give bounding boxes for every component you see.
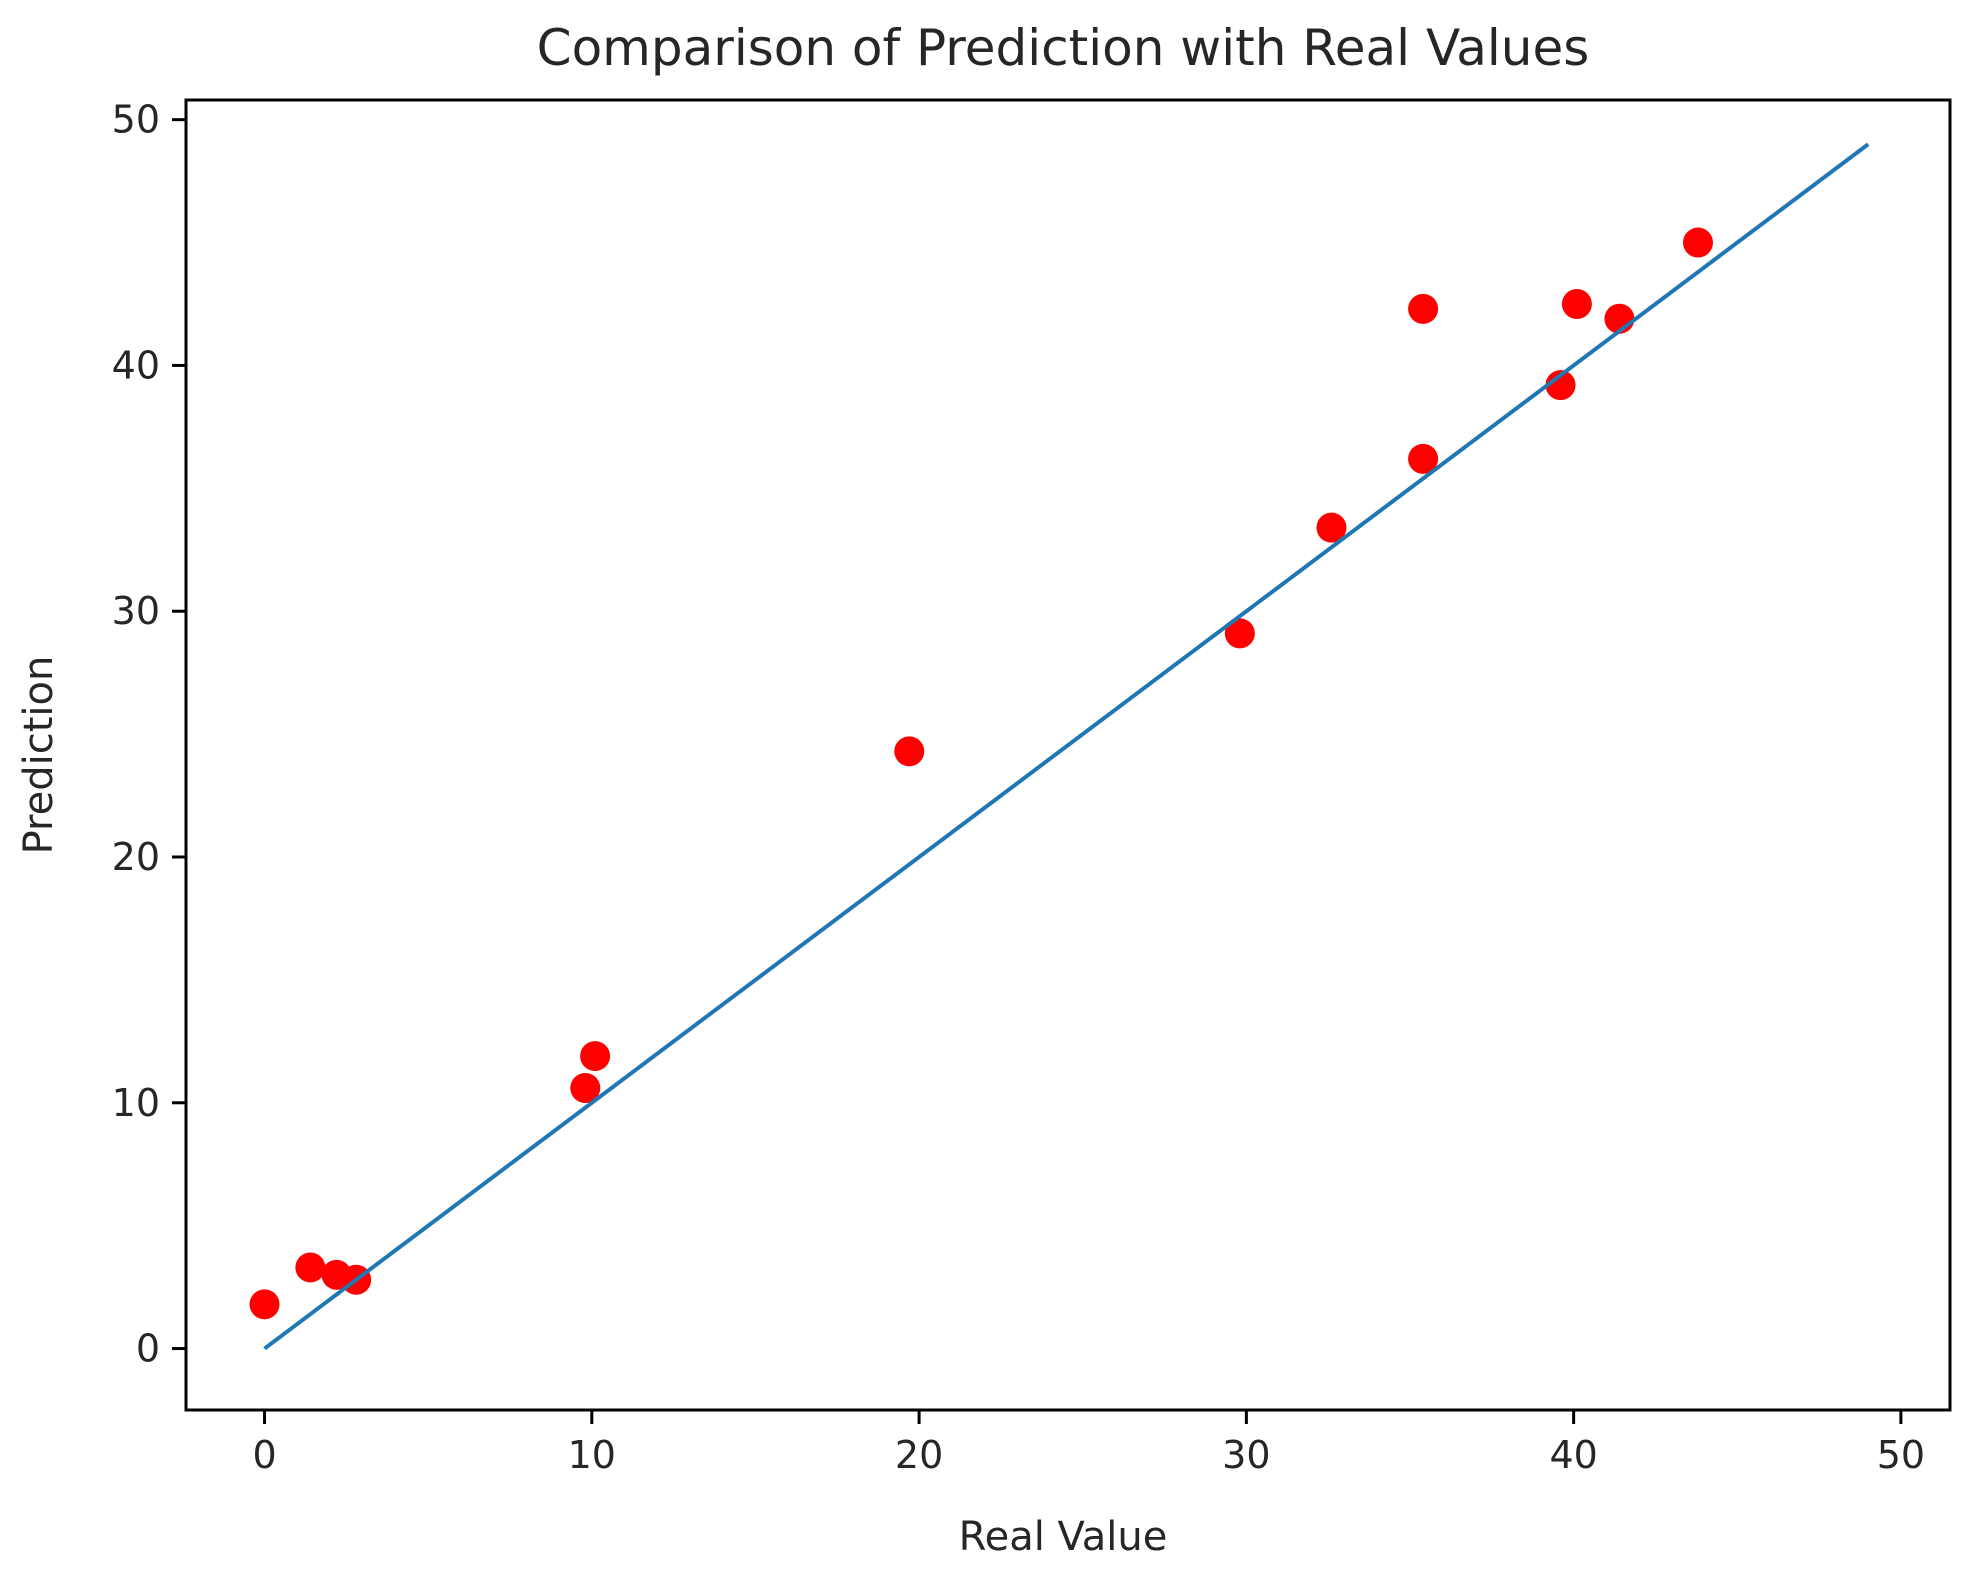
x-tick-label: 30 xyxy=(1222,1433,1270,1477)
chart-title: Comparison of Prediction with Real Value… xyxy=(537,19,1590,77)
data-point xyxy=(249,1289,280,1320)
x-axis: 0 10 20 30 40 50 xyxy=(252,1410,1925,1477)
data-point xyxy=(1683,227,1713,258)
reference-line xyxy=(263,142,1870,1351)
y-tick-label: 10 xyxy=(112,1081,160,1125)
y-axis: 0 10 20 30 40 50 xyxy=(112,98,186,1371)
y-tick-label: 50 xyxy=(112,98,160,142)
data-point xyxy=(1316,512,1347,543)
data-point xyxy=(1408,443,1439,474)
x-tick-label: 40 xyxy=(1549,1433,1597,1477)
plot-area xyxy=(249,142,1870,1351)
x-tick-label: 0 xyxy=(252,1433,276,1477)
y-tick-label: 40 xyxy=(112,343,160,387)
x-tick-label: 20 xyxy=(895,1433,943,1477)
data-point xyxy=(570,1073,601,1104)
y-axis-label: Prediction xyxy=(16,656,62,855)
data-point xyxy=(1224,618,1255,649)
y-tick-label: 0 xyxy=(136,1327,160,1371)
y-tick-label: 30 xyxy=(112,589,160,633)
x-axis-label: Real Value xyxy=(959,1514,1168,1560)
plot-frame xyxy=(184,98,1952,1412)
data-point xyxy=(1561,288,1592,319)
x-tick-label: 50 xyxy=(1877,1433,1925,1477)
x-tick-label: 10 xyxy=(568,1433,616,1477)
data-point xyxy=(580,1041,611,1072)
data-point xyxy=(894,736,925,767)
data-point xyxy=(295,1252,326,1283)
data-point xyxy=(1545,370,1576,401)
y-tick-label: 20 xyxy=(112,835,160,879)
data-point xyxy=(1408,293,1439,324)
